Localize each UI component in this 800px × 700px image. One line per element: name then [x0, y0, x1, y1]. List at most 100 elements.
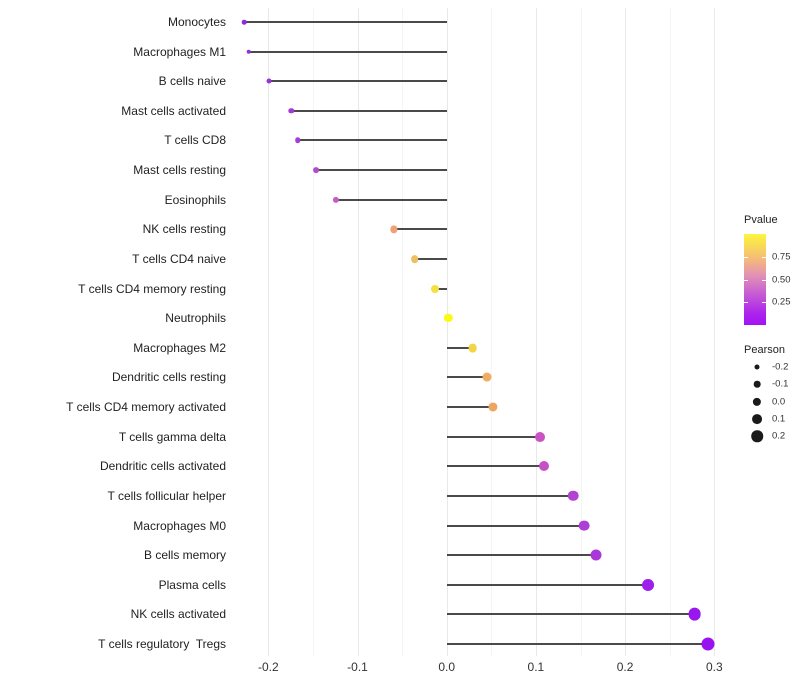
size-legend-dot — [751, 430, 763, 442]
lollipop-stem — [446, 465, 544, 468]
y-axis-label: Macrophages M0 — [133, 518, 226, 533]
colorbar-tick-label: 0.25 — [772, 296, 791, 308]
gridline-minor — [491, 8, 493, 656]
size-legend-label: -0.1 — [772, 378, 789, 390]
y-axis-label: NK cells resting — [142, 222, 226, 237]
lollipop-stem — [446, 643, 709, 646]
lollipop-dot — [266, 78, 272, 84]
x-axis: -0.2 -0.1 0.0 0.1 0.2 0.3 — [232, 657, 732, 677]
y-axis-label: B cells memory — [143, 548, 226, 563]
gridline-minor — [402, 8, 404, 656]
gridline-minor — [669, 8, 671, 656]
lollipop-stem — [297, 139, 447, 142]
gridline-major — [268, 8, 270, 656]
gridline-minor — [312, 8, 314, 656]
lollipop-dot — [535, 431, 546, 442]
x-tick-label: -0.1 — [347, 660, 368, 674]
x-tick-label: 0.2 — [616, 660, 634, 674]
gridline-minor — [580, 8, 582, 656]
y-axis-label: Macrophages M1 — [133, 44, 226, 59]
lollipop-stem — [394, 228, 447, 231]
y-axis-label: T cells CD4 naive — [132, 251, 226, 266]
lollipop-stem — [336, 198, 447, 201]
legend: Pvalue Pearson -0.2 -0.1 0.0 0.1 0.2 0.75 0.5… — [744, 214, 800, 454]
lollipop-stem — [414, 257, 447, 260]
legend-title-pvalue: Pvalue — [744, 214, 778, 226]
lollipop-dot — [488, 402, 498, 412]
colorbar-tick — [744, 279, 748, 281]
y-axis-label: T cells CD8 — [164, 133, 226, 148]
size-legend-label: 0.1 — [772, 413, 786, 425]
lollipop-dot — [590, 549, 602, 561]
lollipop-dot — [688, 608, 702, 621]
x-tick-label: 0.3 — [705, 660, 723, 674]
lollipop-stem — [446, 494, 574, 497]
size-legend-label: 0.0 — [772, 396, 786, 408]
legend-title-pearson: Pearson — [744, 344, 785, 356]
y-axis-label: Dendritic cells resting — [111, 370, 226, 385]
gridline-major — [714, 8, 716, 656]
y-axis-label: T cells CD4 memory resting — [78, 281, 226, 296]
gridline-major — [625, 8, 627, 656]
lollipop-stem — [446, 583, 649, 586]
y-axis-label: Neutrophils — [165, 311, 226, 326]
lollipop-stem — [446, 524, 585, 527]
y-axis-label: Mast cells activated — [121, 103, 226, 118]
gridline-major — [535, 8, 537, 656]
lollipop-dot — [241, 19, 247, 25]
size-legend-dot — [752, 397, 762, 406]
colorbar-tick-label: 0.50 — [772, 274, 791, 285]
lollipop-stem — [446, 406, 494, 409]
lollipop-stem — [446, 554, 596, 557]
y-axis-label: Macrophages M2 — [133, 340, 226, 355]
lollipop-stem — [248, 50, 447, 53]
lollipop-stem — [446, 376, 487, 379]
size-legend-dot — [754, 364, 760, 370]
lollipop-dot — [642, 578, 655, 591]
plot-panel — [232, 8, 732, 656]
y-axis-label: T cells gamma delta — [118, 429, 226, 444]
y-axis-label: Eosinophils — [164, 192, 226, 207]
lollipop-dot — [431, 284, 440, 293]
lollipop-dot — [568, 490, 579, 502]
lollipop-dot — [332, 196, 340, 203]
lollipop-dot — [246, 49, 251, 54]
lollipop-dot — [390, 225, 398, 233]
lollipop-stem — [446, 346, 473, 349]
colorbar-tick — [744, 302, 748, 304]
colorbar-tick — [762, 256, 766, 258]
lollipop-dot — [410, 255, 419, 263]
y-axis-label: Plasma cells — [158, 577, 226, 592]
lollipop-stem — [446, 613, 695, 616]
lollipop-dot — [294, 137, 301, 144]
lollipop-stem — [316, 169, 447, 172]
size-legend-dot — [753, 380, 761, 388]
size-legend-label: -0.2 — [772, 361, 789, 373]
lollipop-dot — [701, 637, 715, 651]
lollipop-dot — [444, 314, 453, 323]
colorbar-tick-label: 0.75 — [772, 251, 791, 263]
y-axis-labels: Monocytes Macrophages M1 B cells naive Mast… — [0, 0, 226, 700]
lollipop-stem — [269, 80, 447, 83]
colorbar-tick — [762, 302, 766, 304]
y-axis-label: T cells regulatory Tregs — [98, 637, 226, 652]
lollipop-dot — [313, 167, 320, 174]
colorbar-tick — [744, 256, 748, 258]
lollipop-dot — [482, 372, 492, 382]
y-axis-label: T cells follicular helper — [107, 488, 227, 503]
y-axis-label: NK cells activated — [130, 607, 226, 622]
y-axis-label: Monocytes — [167, 15, 226, 29]
gridline-major — [357, 8, 359, 656]
y-axis-label: B cells naive — [158, 74, 226, 89]
lollipop-stem — [291, 109, 447, 112]
x-tick-label: -0.2 — [257, 660, 279, 674]
y-axis-label: T cells CD4 memory activated — [66, 400, 226, 415]
gridline-major — [446, 8, 448, 656]
x-tick-label: 0.1 — [527, 660, 545, 674]
y-axis-label: Dendritic cells activated — [99, 459, 226, 474]
lollipop-stem — [446, 435, 541, 438]
lollipop-stem — [435, 287, 447, 290]
size-legend-label: 0.2 — [772, 430, 786, 442]
lollipop-dot — [538, 461, 549, 472]
x-tick-label: 0.0 — [438, 660, 456, 674]
